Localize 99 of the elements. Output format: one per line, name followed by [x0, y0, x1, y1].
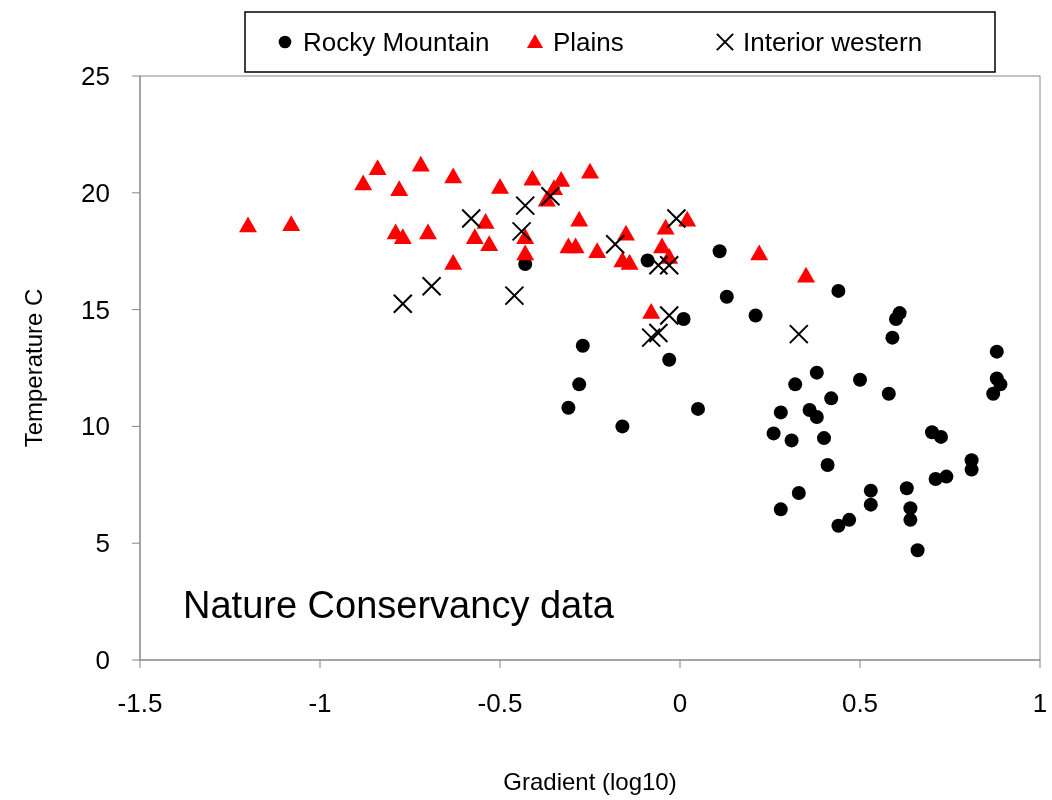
point [615, 419, 630, 434]
point [817, 431, 831, 446]
point [659, 305, 680, 326]
point [853, 372, 867, 387]
point [659, 255, 680, 276]
legend-label: Plains [553, 27, 624, 57]
point [831, 283, 846, 298]
point [773, 502, 788, 517]
point [773, 405, 788, 420]
point [566, 237, 585, 254]
point [523, 169, 542, 186]
y-axis-title: Temperature C [20, 288, 47, 448]
point [390, 180, 409, 197]
point [820, 457, 835, 472]
point [461, 208, 482, 229]
point [354, 174, 373, 191]
point [748, 308, 763, 323]
point [476, 213, 495, 229]
y-tick-label: 20 [81, 177, 110, 208]
point [989, 344, 1004, 359]
x-axis-title: Gradient (log10) [503, 768, 677, 795]
point [788, 324, 809, 345]
y-tick-label: 0 [95, 645, 110, 675]
point [239, 216, 257, 233]
legend-label: Interior western [743, 27, 923, 57]
point [662, 352, 677, 367]
point [881, 386, 896, 401]
x-tick-label: -1 [308, 688, 332, 718]
point [934, 429, 948, 444]
point [588, 242, 607, 258]
point [842, 512, 857, 527]
point [964, 462, 979, 477]
point [691, 401, 705, 416]
point [411, 155, 430, 172]
point [797, 266, 815, 283]
point [491, 177, 509, 194]
y-tick-label: 5 [95, 528, 110, 559]
point [791, 485, 806, 500]
y-tick-label: 15 [81, 294, 110, 325]
point [903, 501, 918, 516]
point [575, 338, 590, 353]
point [504, 285, 525, 306]
point [419, 223, 437, 240]
point [993, 377, 1008, 392]
point [676, 311, 691, 326]
point [666, 208, 687, 229]
point [282, 215, 301, 232]
point [515, 195, 536, 216]
point [863, 483, 878, 498]
point [784, 433, 799, 448]
x-tick-label: 0 [672, 688, 688, 718]
point [788, 377, 803, 392]
point [465, 228, 484, 244]
point [656, 218, 675, 235]
x-tick-label: 0.5 [841, 688, 879, 718]
point [368, 159, 387, 176]
point [719, 289, 734, 304]
point [809, 365, 824, 380]
y-tick-label: 25 [81, 61, 110, 91]
point [444, 253, 463, 270]
point [903, 512, 918, 527]
annotation: Nature Conservancy data [183, 584, 615, 626]
point [572, 377, 587, 392]
x-tick-label: -1.5 [117, 688, 163, 718]
point [641, 327, 662, 348]
point [986, 386, 1001, 401]
point [561, 400, 576, 415]
point [511, 221, 532, 242]
point [939, 469, 954, 484]
point [824, 391, 839, 406]
point [766, 426, 781, 441]
point [910, 543, 925, 558]
point [480, 235, 499, 251]
point [516, 244, 535, 261]
point [892, 306, 907, 321]
point [581, 162, 599, 179]
point [885, 330, 900, 345]
point [712, 244, 727, 259]
point [863, 497, 878, 512]
legend-label: Rocky Mountain [303, 27, 490, 57]
point [648, 322, 669, 343]
point [421, 276, 442, 297]
x-tick-label: 1 [1032, 688, 1048, 718]
point [653, 237, 671, 254]
point [540, 186, 561, 207]
point [831, 518, 846, 533]
point [809, 410, 824, 425]
point [444, 167, 463, 184]
y-tick-label: 10 [81, 411, 110, 442]
point [570, 210, 589, 227]
point [750, 244, 769, 261]
x-tick-label: -0.5 [477, 688, 523, 718]
point [620, 253, 639, 270]
point [393, 228, 412, 244]
point [392, 293, 413, 314]
point [899, 481, 914, 496]
point [642, 302, 661, 319]
point [605, 234, 626, 255]
point [648, 255, 669, 276]
